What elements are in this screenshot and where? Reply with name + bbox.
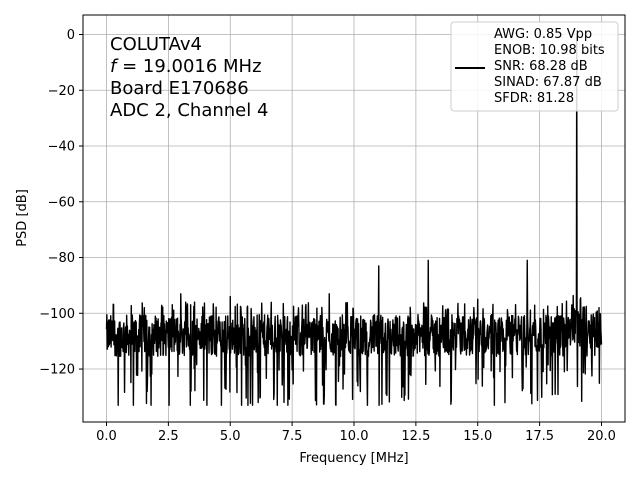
x-tick-label: 10.0: [340, 429, 369, 444]
annotation-block: COLUTAv4 f = 19.0016 MHz Board E170686 A…: [110, 34, 268, 121]
x-tick-label: 17.5: [525, 429, 554, 444]
x-tick-label: 12.5: [401, 429, 430, 444]
annotation-board: Board E170686: [110, 78, 249, 99]
x-tick-label: 20.0: [587, 429, 616, 444]
annotation-frequency-var: f: [110, 56, 119, 77]
x-tick-label: 15.0: [463, 429, 492, 444]
legend-sfdr: SFDR: 81.28: [494, 91, 574, 106]
y-tick-label: −120: [39, 363, 75, 378]
legend-awg: AWG: 0.85 Vpp: [494, 27, 592, 42]
x-tick-label: 5.0: [220, 429, 241, 444]
legend-snr: SNR: 68.28 dB: [494, 59, 588, 74]
legend: AWG: 0.85 Vpp ENOB: 10.98 bits SNR: 68.2…: [450, 21, 619, 112]
y-tick-label: −20: [48, 84, 75, 99]
y-tick-label: −60: [48, 195, 75, 210]
y-tick-label: −40: [48, 140, 75, 155]
legend-enob: ENOB: 10.98 bits: [494, 43, 605, 58]
annotation-frequency-value: = 19.0016 MHz: [116, 56, 261, 77]
y-tick-label: 0: [67, 28, 75, 43]
y-tick-label: −80: [48, 251, 75, 266]
x-axis-label: Frequency [MHz]: [299, 451, 408, 466]
x-tick-label: 7.5: [282, 429, 303, 444]
x-tick-label: 2.5: [158, 429, 179, 444]
x-tick-label: 0.0: [96, 429, 117, 444]
ticks: 0.0 2.5 5.0 7.5 10.0 12.5 15.0 17.5 20.0 0 −20 −40 −…: [39, 28, 616, 444]
legend-sinad: SINAD: 67.87 dB: [494, 75, 602, 90]
legend-box: [450, 21, 619, 112]
y-axis-label: PSD [dB]: [15, 189, 30, 247]
y-tick-label: −100: [39, 307, 75, 322]
annotation-chip-name: COLUTAv4: [110, 34, 202, 55]
annotation-frequency: f = 19.0016 MHz: [110, 56, 262, 77]
data-layer: [105, 33, 603, 406]
psd-trace-line: [105, 33, 603, 406]
annotation-channel: ADC 2, Channel 4: [110, 100, 268, 121]
